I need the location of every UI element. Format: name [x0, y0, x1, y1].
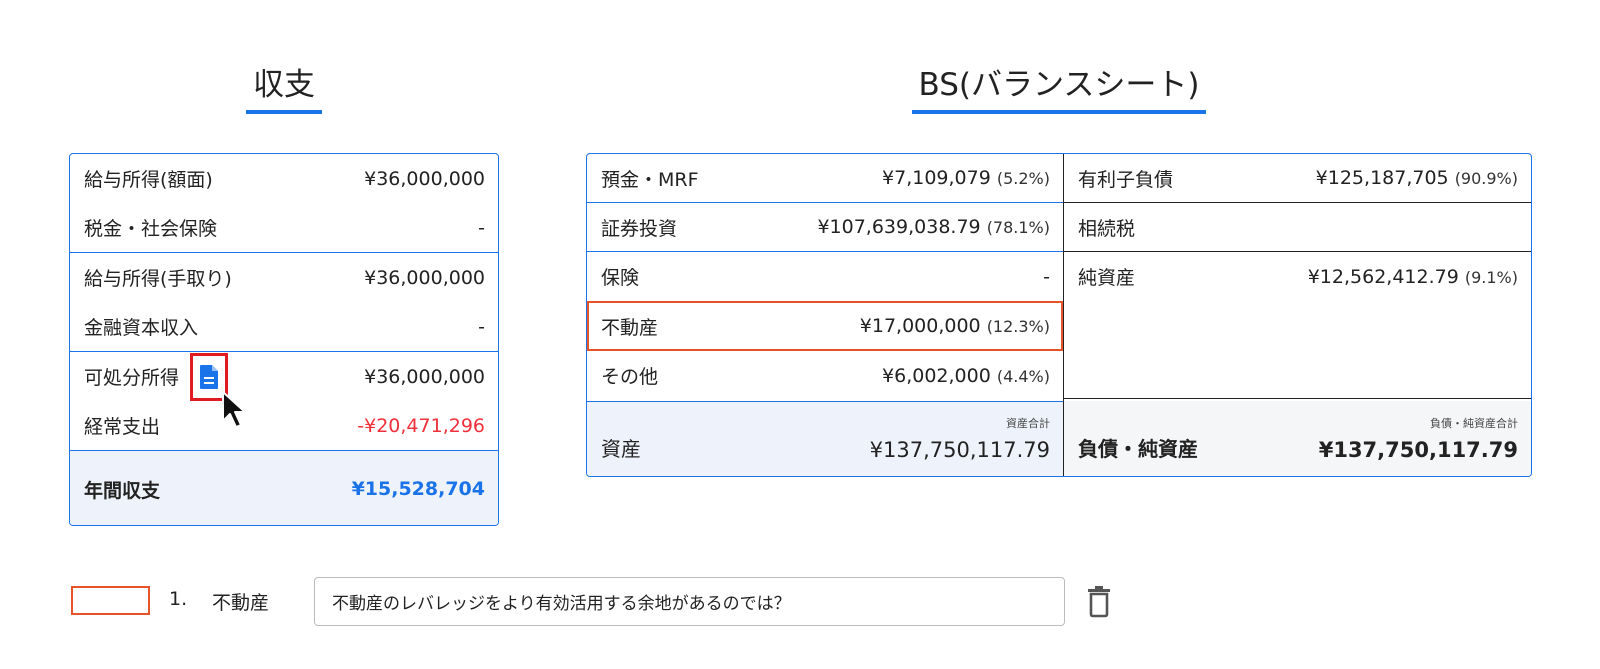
row-label: 可処分所得	[84, 367, 180, 389]
income-row-tax: 税金・社会保険 -	[70, 203, 498, 252]
bs-asset-row-real-estate[interactable]: 不動産 ¥17,000,000 (12.3%)	[587, 301, 1063, 351]
income-row-gross-salary: 給与所得(額面) ¥36,000,000	[70, 154, 498, 203]
row-label: 保険	[601, 267, 640, 289]
row-label: 給与所得(額面)	[84, 169, 213, 191]
income-row-disposable: 可処分所得 ¥36,000,000	[70, 352, 498, 401]
row-value-wrap: ¥6,002,000 (4.4%)	[882, 365, 1050, 387]
row-value-wrap: ¥12,562,412.79 (9.1%)	[1308, 266, 1518, 288]
total-label: 年間収支	[84, 479, 161, 502]
income-row-capital-income: 金融資本収入 -	[70, 302, 498, 351]
bs-net-assets-area	[1064, 301, 1531, 399]
row-label-wrap: 可処分所得	[84, 352, 229, 401]
row-value: ¥7,109,079	[882, 167, 991, 189]
total-value-wrap: 負債・純資産合計 ¥137,750,117.79	[1319, 415, 1518, 462]
row-label: 預金・MRF	[601, 168, 699, 191]
total-caption: 負債・純資産合計	[1430, 417, 1518, 430]
row-pct: (4.4%)	[996, 366, 1050, 386]
row-label: 給与所得(手取り)	[84, 268, 232, 290]
row-label: 証券投資	[601, 217, 678, 240]
income-card: 給与所得(額面) ¥36,000,000 税金・社会保険 - 給与所得(手取り)…	[69, 153, 499, 526]
row-value: -	[478, 315, 485, 338]
row-pct: (12.3%)	[986, 317, 1050, 336]
row-value: ¥125,187,705	[1315, 167, 1449, 189]
total-value: ¥137,750,117.79	[1318, 438, 1518, 462]
row-value-wrap: ¥107,639,038.79 (78.1%)	[817, 216, 1050, 238]
bs-asset-total: 資産 資産合計 ¥137,750,117.79	[587, 401, 1063, 476]
comment-input[interactable]	[314, 577, 1065, 626]
row-value: -	[478, 216, 485, 239]
total-name: 資産	[601, 437, 641, 461]
income-group-net: 給与所得(手取り) ¥36,000,000 金融資本収入 -	[70, 253, 498, 352]
income-row-expenses: 経常支出 -¥20,471,296	[70, 401, 498, 450]
row-label: 税金・社会保険	[84, 218, 218, 240]
bs-liab-row-net-assets[interactable]: 純資産 ¥12,562,412.79 (9.1%)	[1064, 252, 1531, 301]
row-label: 純資産	[1078, 267, 1136, 289]
trash-icon[interactable]	[1086, 584, 1112, 618]
row-label: 相続税	[1078, 217, 1136, 240]
balance-sheet-card: 預金・MRF ¥7,109,079 (5.2%) 証券投資 ¥107,639,0…	[586, 153, 1532, 477]
bs-liab-row-debt[interactable]: 有利子負債 ¥125,187,705 (90.9%)	[1064, 154, 1531, 203]
bs-liabilities-column: 有利子負債 ¥125,187,705 (90.9%) 相続税 純資産 ¥12,5…	[1064, 154, 1531, 476]
comment-category: 不動産	[212, 592, 270, 614]
row-value: ¥107,639,038.79	[817, 216, 981, 238]
row-value: ¥36,000,000	[364, 167, 485, 190]
row-value: ¥36,000,000	[364, 365, 485, 388]
income-group-gross: 給与所得(額面) ¥36,000,000 税金・社会保険 -	[70, 154, 498, 253]
bs-assets-column: 預金・MRF ¥7,109,079 (5.2%) 証券投資 ¥107,639,0…	[587, 154, 1064, 476]
bs-liab-row-inheritance-tax[interactable]: 相続税	[1064, 203, 1531, 252]
row-pct: (78.1%)	[986, 218, 1050, 237]
document-icon[interactable]	[199, 364, 219, 390]
total-value-wrap: 資産合計 ¥137,750,117.79	[870, 415, 1050, 462]
row-value: ¥12,562,412.79	[1307, 265, 1459, 288]
row-pct: (9.1%)	[1464, 267, 1518, 287]
mouse-cursor-icon	[222, 391, 246, 428]
comment-row: 1. 不動産	[71, 577, 1131, 626]
income-row-net-salary: 給与所得(手取り) ¥36,000,000	[70, 253, 498, 302]
document-icon-button[interactable]	[190, 353, 229, 401]
total-value: ¥15,528,704	[351, 478, 485, 500]
total-caption: 資産合計	[1006, 417, 1050, 430]
row-value: ¥17,000,000	[859, 315, 981, 337]
row-value-wrap: ¥7,109,079 (5.2%)	[882, 167, 1050, 189]
bs-section-title: BS(バランスシート)	[912, 66, 1206, 114]
bs-asset-row-securities[interactable]: 証券投資 ¥107,639,038.79 (78.1%)	[587, 203, 1063, 252]
income-group-disposable: 可処分所得 ¥36,000,000 経常支出 -¥20,471,296	[70, 352, 498, 451]
income-total-row: 年間収支 ¥15,528,704	[70, 451, 498, 525]
total-value: ¥137,750,117.79	[869, 438, 1050, 462]
income-section-title: 収支	[246, 66, 322, 114]
bs-asset-row-other[interactable]: その他 ¥6,002,000 (4.4%)	[587, 351, 1063, 400]
row-value-wrap: ¥125,187,705 (90.9%)	[1316, 167, 1518, 189]
row-pct: (5.2%)	[996, 169, 1050, 188]
row-value-wrap: ¥17,000,000 (12.3%)	[860, 315, 1050, 337]
bs-asset-row-insurance[interactable]: 保険 -	[587, 252, 1063, 301]
row-value: -¥20,471,296	[357, 414, 485, 437]
comment-number: 1.	[169, 588, 188, 610]
row-label: 有利子負債	[1078, 168, 1174, 191]
row-value: ¥6,002,000	[882, 364, 991, 387]
row-label: 経常支出	[84, 416, 161, 438]
total-name: 負債・純資産	[1078, 437, 1198, 461]
row-label: その他	[601, 366, 659, 388]
bs-liab-total: 負債・純資産 負債・純資産合計 ¥137,750,117.79	[1064, 401, 1531, 476]
row-value: ¥36,000,000	[364, 266, 485, 289]
bs-asset-row-deposit[interactable]: 預金・MRF ¥7,109,079 (5.2%)	[587, 154, 1063, 203]
row-label: 不動産	[601, 316, 659, 339]
row-pct: (90.9%)	[1454, 169, 1518, 188]
row-value: -	[1043, 265, 1050, 288]
color-swatch[interactable]	[71, 586, 150, 615]
row-label: 金融資本収入	[84, 317, 199, 339]
